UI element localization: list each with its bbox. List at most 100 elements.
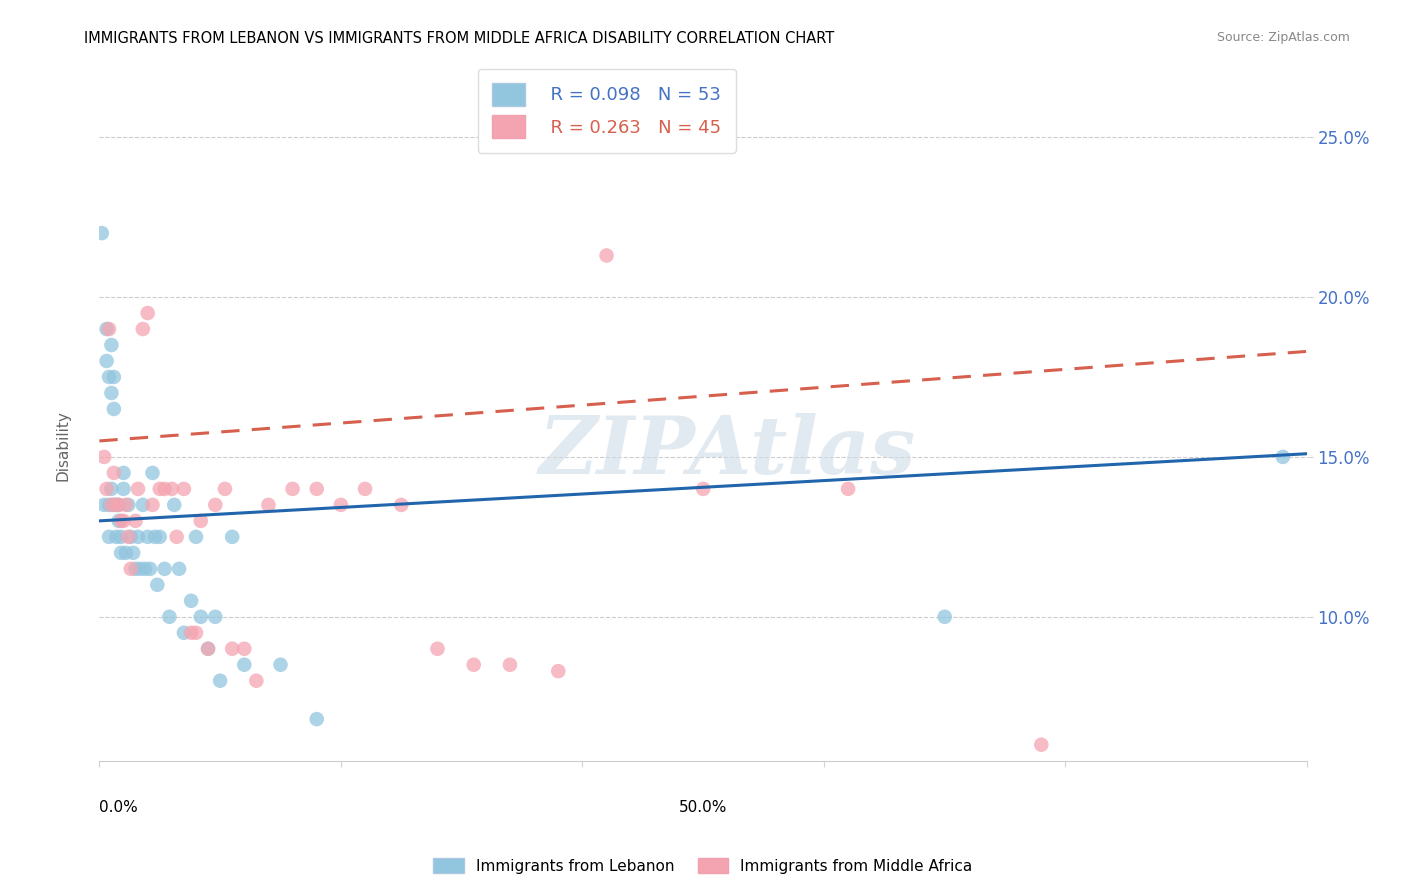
Point bbox=[90, 226, 112, 240]
Point bbox=[595, 248, 617, 262]
Point bbox=[270, 657, 292, 672]
Point bbox=[149, 482, 172, 496]
Point bbox=[98, 370, 121, 384]
Text: ZIPAtlas: ZIPAtlas bbox=[538, 413, 917, 490]
Point bbox=[184, 625, 207, 640]
Point bbox=[100, 386, 122, 401]
Point bbox=[100, 338, 122, 352]
Point bbox=[117, 498, 139, 512]
Point bbox=[93, 450, 115, 464]
Legend: Immigrants from Lebanon, Immigrants from Middle Africa: Immigrants from Lebanon, Immigrants from… bbox=[427, 852, 979, 880]
Point bbox=[112, 482, 135, 496]
Legend:   R = 0.098   N = 53,   R = 0.263   N = 45: R = 0.098 N = 53, R = 0.263 N = 45 bbox=[478, 69, 735, 153]
Point bbox=[117, 530, 139, 544]
Point bbox=[153, 562, 176, 576]
Point bbox=[98, 530, 121, 544]
Point bbox=[98, 322, 121, 336]
Point bbox=[146, 578, 169, 592]
Point bbox=[110, 514, 132, 528]
Point bbox=[305, 482, 328, 496]
Point bbox=[190, 609, 212, 624]
Point bbox=[107, 498, 129, 512]
Point bbox=[110, 530, 132, 544]
Point bbox=[1031, 738, 1053, 752]
Point bbox=[127, 530, 149, 544]
Point bbox=[105, 530, 128, 544]
Point bbox=[96, 322, 118, 336]
Point bbox=[103, 401, 125, 416]
Point bbox=[124, 562, 146, 576]
Point bbox=[127, 482, 149, 496]
Point bbox=[547, 664, 569, 678]
Point bbox=[180, 625, 202, 640]
Point bbox=[103, 370, 125, 384]
Point bbox=[233, 641, 256, 656]
Point bbox=[214, 482, 236, 496]
Point bbox=[354, 482, 377, 496]
Point bbox=[389, 498, 412, 512]
Point bbox=[173, 625, 195, 640]
Point bbox=[173, 482, 195, 496]
Point bbox=[132, 322, 155, 336]
Point bbox=[329, 498, 352, 512]
Point bbox=[149, 530, 172, 544]
Point bbox=[96, 482, 118, 496]
Point bbox=[107, 498, 129, 512]
Point bbox=[692, 482, 714, 496]
Point bbox=[157, 609, 180, 624]
Point bbox=[221, 641, 243, 656]
Point bbox=[139, 562, 162, 576]
Point bbox=[122, 546, 145, 560]
Point bbox=[93, 498, 115, 512]
Point bbox=[257, 498, 280, 512]
Text: 0.0%: 0.0% bbox=[100, 799, 138, 814]
Point bbox=[134, 562, 156, 576]
Point bbox=[100, 498, 122, 512]
Point bbox=[141, 498, 163, 512]
Point bbox=[281, 482, 304, 496]
Point bbox=[190, 514, 212, 528]
Point bbox=[98, 498, 121, 512]
Point bbox=[105, 498, 128, 512]
Point bbox=[221, 530, 243, 544]
Point bbox=[100, 482, 122, 496]
Point bbox=[96, 354, 118, 368]
Point bbox=[934, 609, 956, 624]
Point bbox=[103, 466, 125, 480]
Point bbox=[160, 482, 183, 496]
Text: Disability: Disability bbox=[56, 410, 70, 482]
Point bbox=[103, 498, 125, 512]
Point bbox=[233, 657, 256, 672]
Point bbox=[129, 562, 152, 576]
Point bbox=[110, 546, 132, 560]
Text: Source: ZipAtlas.com: Source: ZipAtlas.com bbox=[1216, 31, 1350, 45]
Point bbox=[197, 641, 219, 656]
Point bbox=[120, 562, 142, 576]
Point bbox=[204, 498, 226, 512]
Point bbox=[136, 530, 159, 544]
Point bbox=[107, 514, 129, 528]
Point bbox=[163, 498, 186, 512]
Point bbox=[112, 466, 135, 480]
Point bbox=[180, 594, 202, 608]
Point bbox=[197, 641, 219, 656]
Point bbox=[463, 657, 485, 672]
Point bbox=[115, 498, 138, 512]
Point bbox=[166, 530, 188, 544]
Point bbox=[105, 498, 128, 512]
Point bbox=[112, 514, 135, 528]
Point bbox=[204, 609, 226, 624]
Point bbox=[136, 306, 159, 320]
Point bbox=[499, 657, 522, 672]
Point bbox=[184, 530, 207, 544]
Point bbox=[305, 712, 328, 726]
Point bbox=[245, 673, 267, 688]
Point bbox=[1271, 450, 1294, 464]
Point bbox=[141, 466, 163, 480]
Text: IMMIGRANTS FROM LEBANON VS IMMIGRANTS FROM MIDDLE AFRICA DISABILITY CORRELATION : IMMIGRANTS FROM LEBANON VS IMMIGRANTS FR… bbox=[84, 31, 835, 46]
Text: 50.0%: 50.0% bbox=[679, 799, 727, 814]
Point bbox=[124, 514, 146, 528]
Point bbox=[167, 562, 190, 576]
Point bbox=[132, 498, 155, 512]
Point bbox=[115, 546, 138, 560]
